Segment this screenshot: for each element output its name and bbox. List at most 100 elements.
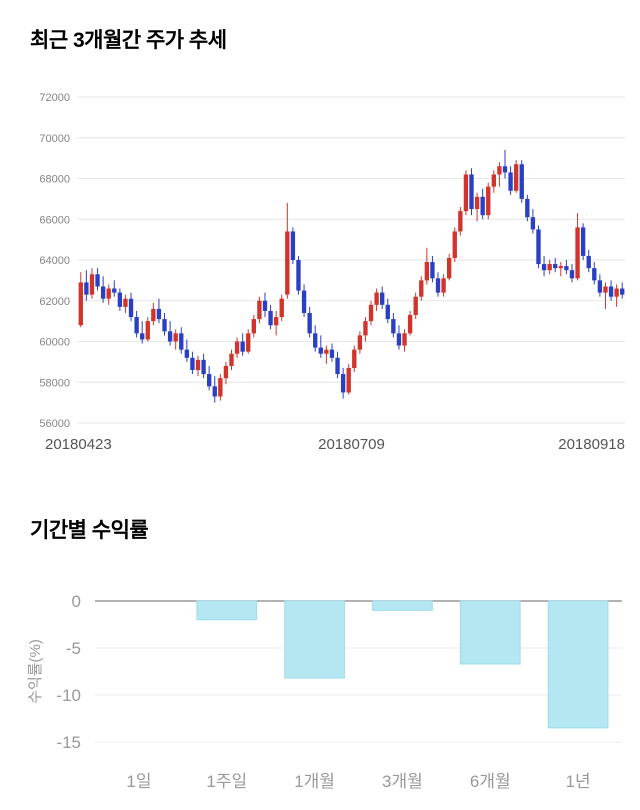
candle-body bbox=[173, 333, 178, 342]
candle-body bbox=[100, 286, 106, 299]
candle-body bbox=[257, 300, 262, 320]
candle-body bbox=[614, 288, 619, 297]
x-axis-category-label: 1주일 bbox=[206, 772, 247, 791]
candle-body bbox=[580, 227, 586, 256]
candle-body bbox=[486, 186, 491, 216]
candle-body bbox=[569, 270, 575, 279]
candle-body bbox=[513, 164, 519, 191]
candle-body bbox=[603, 286, 608, 293]
candle-body bbox=[234, 341, 240, 354]
x-axis-category-label: 1년 bbox=[566, 772, 591, 791]
candle-body bbox=[273, 317, 279, 326]
candle-body bbox=[525, 198, 530, 218]
candle-body bbox=[407, 315, 413, 334]
price-trend-title: 최근 3개월간 주가 추세 bbox=[30, 29, 227, 52]
return-bar bbox=[459, 600, 521, 665]
x-axis-category-label: 1일 bbox=[126, 772, 151, 791]
y-axis-tick-label: -15 bbox=[56, 733, 81, 752]
return-bar bbox=[196, 600, 258, 621]
candle-body bbox=[363, 321, 368, 336]
candle-body bbox=[463, 174, 469, 212]
candle-body bbox=[184, 349, 190, 358]
candle-body bbox=[519, 164, 524, 199]
return-bar bbox=[372, 600, 433, 611]
candle-body bbox=[340, 374, 346, 393]
candle-body bbox=[396, 333, 402, 346]
candle-body bbox=[541, 264, 547, 271]
return-bar bbox=[547, 600, 609, 729]
candle-body bbox=[497, 166, 502, 175]
candle-body bbox=[279, 298, 284, 318]
candle-body bbox=[452, 231, 457, 258]
candle-body bbox=[229, 353, 234, 366]
candle-body bbox=[346, 367, 351, 393]
y-axis-tick-label: 64000 bbox=[39, 255, 70, 267]
candle-body bbox=[597, 280, 603, 293]
x-axis-date-label: 20180918 bbox=[558, 436, 625, 453]
candle-body bbox=[117, 292, 123, 307]
candle-body bbox=[112, 288, 117, 293]
candle-body bbox=[179, 333, 184, 350]
y-axis-tick-label: 68000 bbox=[39, 174, 70, 186]
returns-bar-chart: 0 -5 -10 -15 1일 1주일 1개월 3개월 6개월 1년 수익률(%) bbox=[27, 592, 622, 791]
y-axis-tick-label: 66000 bbox=[39, 214, 70, 226]
candle-body bbox=[190, 357, 195, 371]
candle-body bbox=[329, 349, 335, 358]
candle-body bbox=[385, 304, 390, 320]
candle-body bbox=[156, 308, 162, 320]
x-axis-category-label: 6개월 bbox=[470, 772, 511, 791]
candle-body bbox=[380, 292, 385, 305]
candle-body bbox=[89, 274, 95, 295]
candle-body bbox=[558, 266, 563, 269]
candle-body bbox=[530, 217, 536, 230]
candle-body bbox=[195, 359, 201, 371]
candle-body bbox=[285, 231, 290, 295]
candle-body bbox=[586, 255, 591, 269]
x-axis-category-label: 1개월 bbox=[294, 772, 335, 791]
price-candlestick-chart: 56000 58000 60000 62000 64000 66000 68000 70000… bbox=[39, 92, 625, 453]
y-axis-tick-label: 60000 bbox=[39, 337, 70, 349]
candle-body bbox=[480, 196, 485, 216]
y-axis-tick-label: 0 bbox=[72, 592, 81, 611]
y-axis-tick-label: 72000 bbox=[39, 92, 70, 104]
candle-body bbox=[374, 292, 379, 305]
x-axis-category-label: 3개월 bbox=[382, 772, 423, 791]
candle-body bbox=[140, 333, 145, 340]
candle-body bbox=[218, 378, 223, 397]
candle-body bbox=[508, 172, 513, 191]
candle-body bbox=[223, 365, 229, 379]
candle-body bbox=[592, 268, 597, 281]
candle-body bbox=[352, 349, 357, 368]
y-axis-tick-label: 56000 bbox=[39, 418, 70, 430]
period-returns-title: 기간별 수익률 bbox=[30, 519, 149, 542]
candle-body bbox=[620, 288, 625, 295]
candle-body bbox=[547, 264, 552, 271]
candle-body bbox=[608, 286, 614, 297]
candle-body bbox=[162, 319, 167, 332]
candle-body bbox=[553, 264, 558, 269]
y-axis-tick-label: 62000 bbox=[39, 296, 70, 308]
candle-body bbox=[301, 290, 307, 313]
candle-body bbox=[430, 262, 435, 279]
candle-body bbox=[575, 227, 580, 279]
candle-body bbox=[246, 333, 251, 352]
candle-body bbox=[296, 260, 301, 291]
candle-body bbox=[201, 359, 206, 375]
y-axis-title: 수익률(%) bbox=[27, 639, 44, 704]
candle-body bbox=[402, 333, 407, 346]
candle-body bbox=[419, 280, 424, 297]
candle-body bbox=[441, 278, 446, 293]
candle-body bbox=[123, 298, 128, 307]
candle-body bbox=[324, 349, 329, 354]
candle-body bbox=[368, 304, 374, 322]
candle-body bbox=[240, 341, 245, 352]
candle-body bbox=[128, 298, 134, 318]
candle-body bbox=[458, 211, 463, 232]
y-axis-tick-label: -5 bbox=[66, 639, 81, 658]
candle-body bbox=[307, 312, 312, 334]
candle-body bbox=[391, 319, 396, 334]
candle-body bbox=[78, 282, 83, 326]
candle-body bbox=[313, 333, 318, 348]
x-axis-date-label: 20180423 bbox=[45, 436, 112, 453]
